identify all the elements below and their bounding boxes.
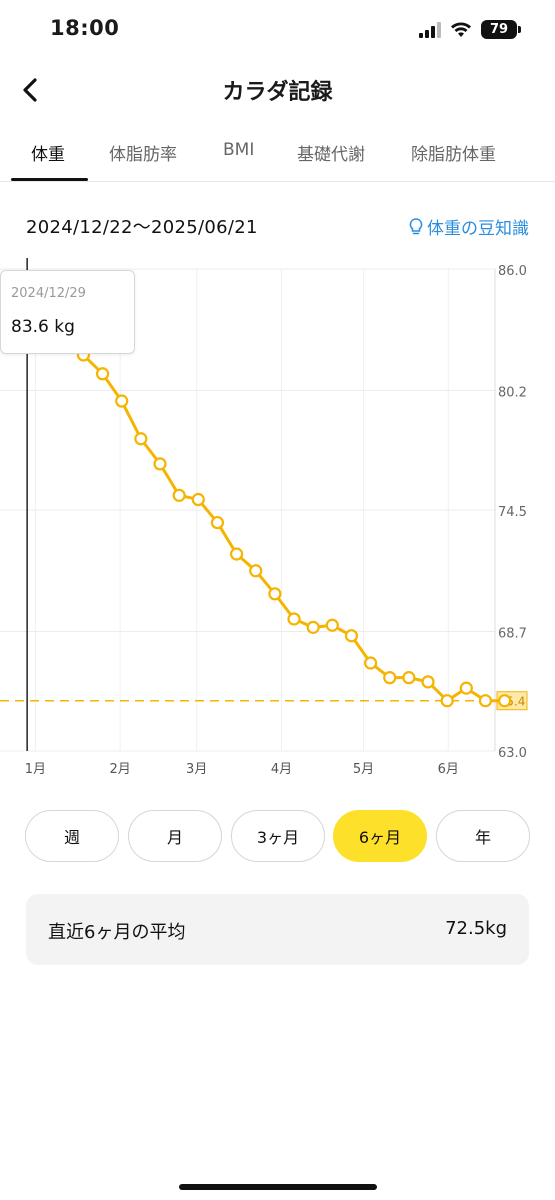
weight-data-point [287, 612, 301, 626]
period-3month-button[interactable]: 3ヶ月 [231, 810, 325, 862]
weight-data-point [459, 681, 473, 695]
chart-tooltip: 2024/12/29 83.6 kg [0, 270, 135, 354]
x-tick-label: 1月 [25, 762, 46, 777]
weight-data-point [229, 547, 244, 561]
weight-data-point [402, 671, 416, 685]
weight-tips-label: 体重の豆知識 [427, 219, 529, 239]
period-6month-button[interactable]: 6ヶ月 [333, 810, 427, 862]
home-indicator [179, 1184, 377, 1190]
date-range: 2024/12/22〜2025/06/21 [26, 217, 258, 238]
status-bar: 18:00 79 [0, 0, 555, 62]
weight-chart[interactable]: 86.0 80.2 74.5 68.7 63.0 1月 2月 3月 4月 5月 6月 65.4 [0, 258, 555, 788]
period-week-button[interactable]: 週 [25, 810, 119, 862]
weight-data-point [153, 457, 167, 471]
weight-data-point [383, 671, 397, 685]
tab-body-fat[interactable]: 体脂肪率 [109, 145, 177, 165]
period-month-button[interactable]: 月 [128, 810, 222, 862]
tab-basal-metabolism[interactable]: 基礎代謝 [297, 145, 365, 165]
y-tick-label: 86.0 [498, 264, 527, 279]
weight-data-point [191, 492, 205, 507]
battery-icon: 79 [481, 20, 521, 39]
cellular-signal-icon [419, 21, 441, 38]
weight-data-point [268, 587, 282, 601]
tooltip-date: 2024/12/29 [11, 286, 86, 301]
weight-data-point [478, 694, 493, 708]
weight-data-point [325, 618, 339, 632]
x-tick-label: 6月 [438, 762, 459, 777]
wifi-icon [451, 22, 471, 37]
status-icons: 79 [419, 20, 521, 39]
average-value: 72.5kg [445, 918, 507, 939]
period-year-button[interactable]: 年 [436, 810, 530, 862]
period-selector: 週 月 3ヶ月 6ヶ月 年 [25, 810, 530, 862]
weight-data-point [95, 367, 110, 381]
weight-data-point [306, 620, 320, 634]
weight-data-point [172, 488, 186, 502]
battery-level: 79 [489, 22, 509, 37]
weight-tips-link[interactable]: 体重の豆知識 [409, 214, 529, 239]
average-card: 直近6ヶ月の平均 72.5kg [26, 894, 529, 965]
weight-data-point [497, 694, 512, 708]
y-tick-label: 68.7 [498, 627, 527, 642]
tab-lean-body-mass[interactable]: 除脂肪体重 [411, 145, 496, 165]
weight-data-point [440, 694, 454, 708]
weight-data-point [344, 629, 359, 643]
tab-weight[interactable]: 体重 [31, 145, 65, 165]
tab-bmi[interactable]: BMI [223, 140, 255, 160]
x-tick-label: 3月 [186, 762, 207, 777]
average-label: 直近6ヶ月の平均 [48, 922, 186, 943]
chevron-left-icon [23, 78, 37, 102]
tooltip-value: 83.6 kg [11, 317, 75, 337]
y-tick-label: 80.2 [498, 386, 527, 401]
weight-data-point [134, 432, 148, 446]
y-tick-label: 63.0 [498, 746, 527, 761]
y-tick-label: 74.5 [498, 505, 527, 520]
tab-active-indicator [11, 178, 88, 181]
weight-data-point [421, 675, 435, 689]
weight-data-point [210, 515, 225, 530]
x-tick-label: 5月 [353, 762, 374, 777]
weight-data-point [363, 656, 378, 670]
weight-data-point [115, 394, 129, 408]
page-title: カラダ記録 [222, 80, 333, 105]
x-tick-label: 2月 [109, 762, 130, 777]
lightbulb-icon [409, 217, 423, 234]
back-button[interactable] [10, 70, 50, 110]
tab-bar: 体重 体脂肪率 BMI 基礎代謝 除脂肪体重 [0, 126, 555, 182]
weight-data-point [249, 564, 263, 578]
nav-bar: カラダ記録 [0, 62, 555, 118]
status-time: 18:00 [50, 16, 120, 40]
x-tick-label: 4月 [271, 762, 292, 777]
